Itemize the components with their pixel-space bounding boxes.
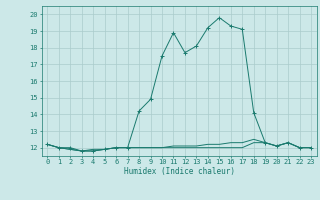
X-axis label: Humidex (Indice chaleur): Humidex (Indice chaleur) [124, 167, 235, 176]
